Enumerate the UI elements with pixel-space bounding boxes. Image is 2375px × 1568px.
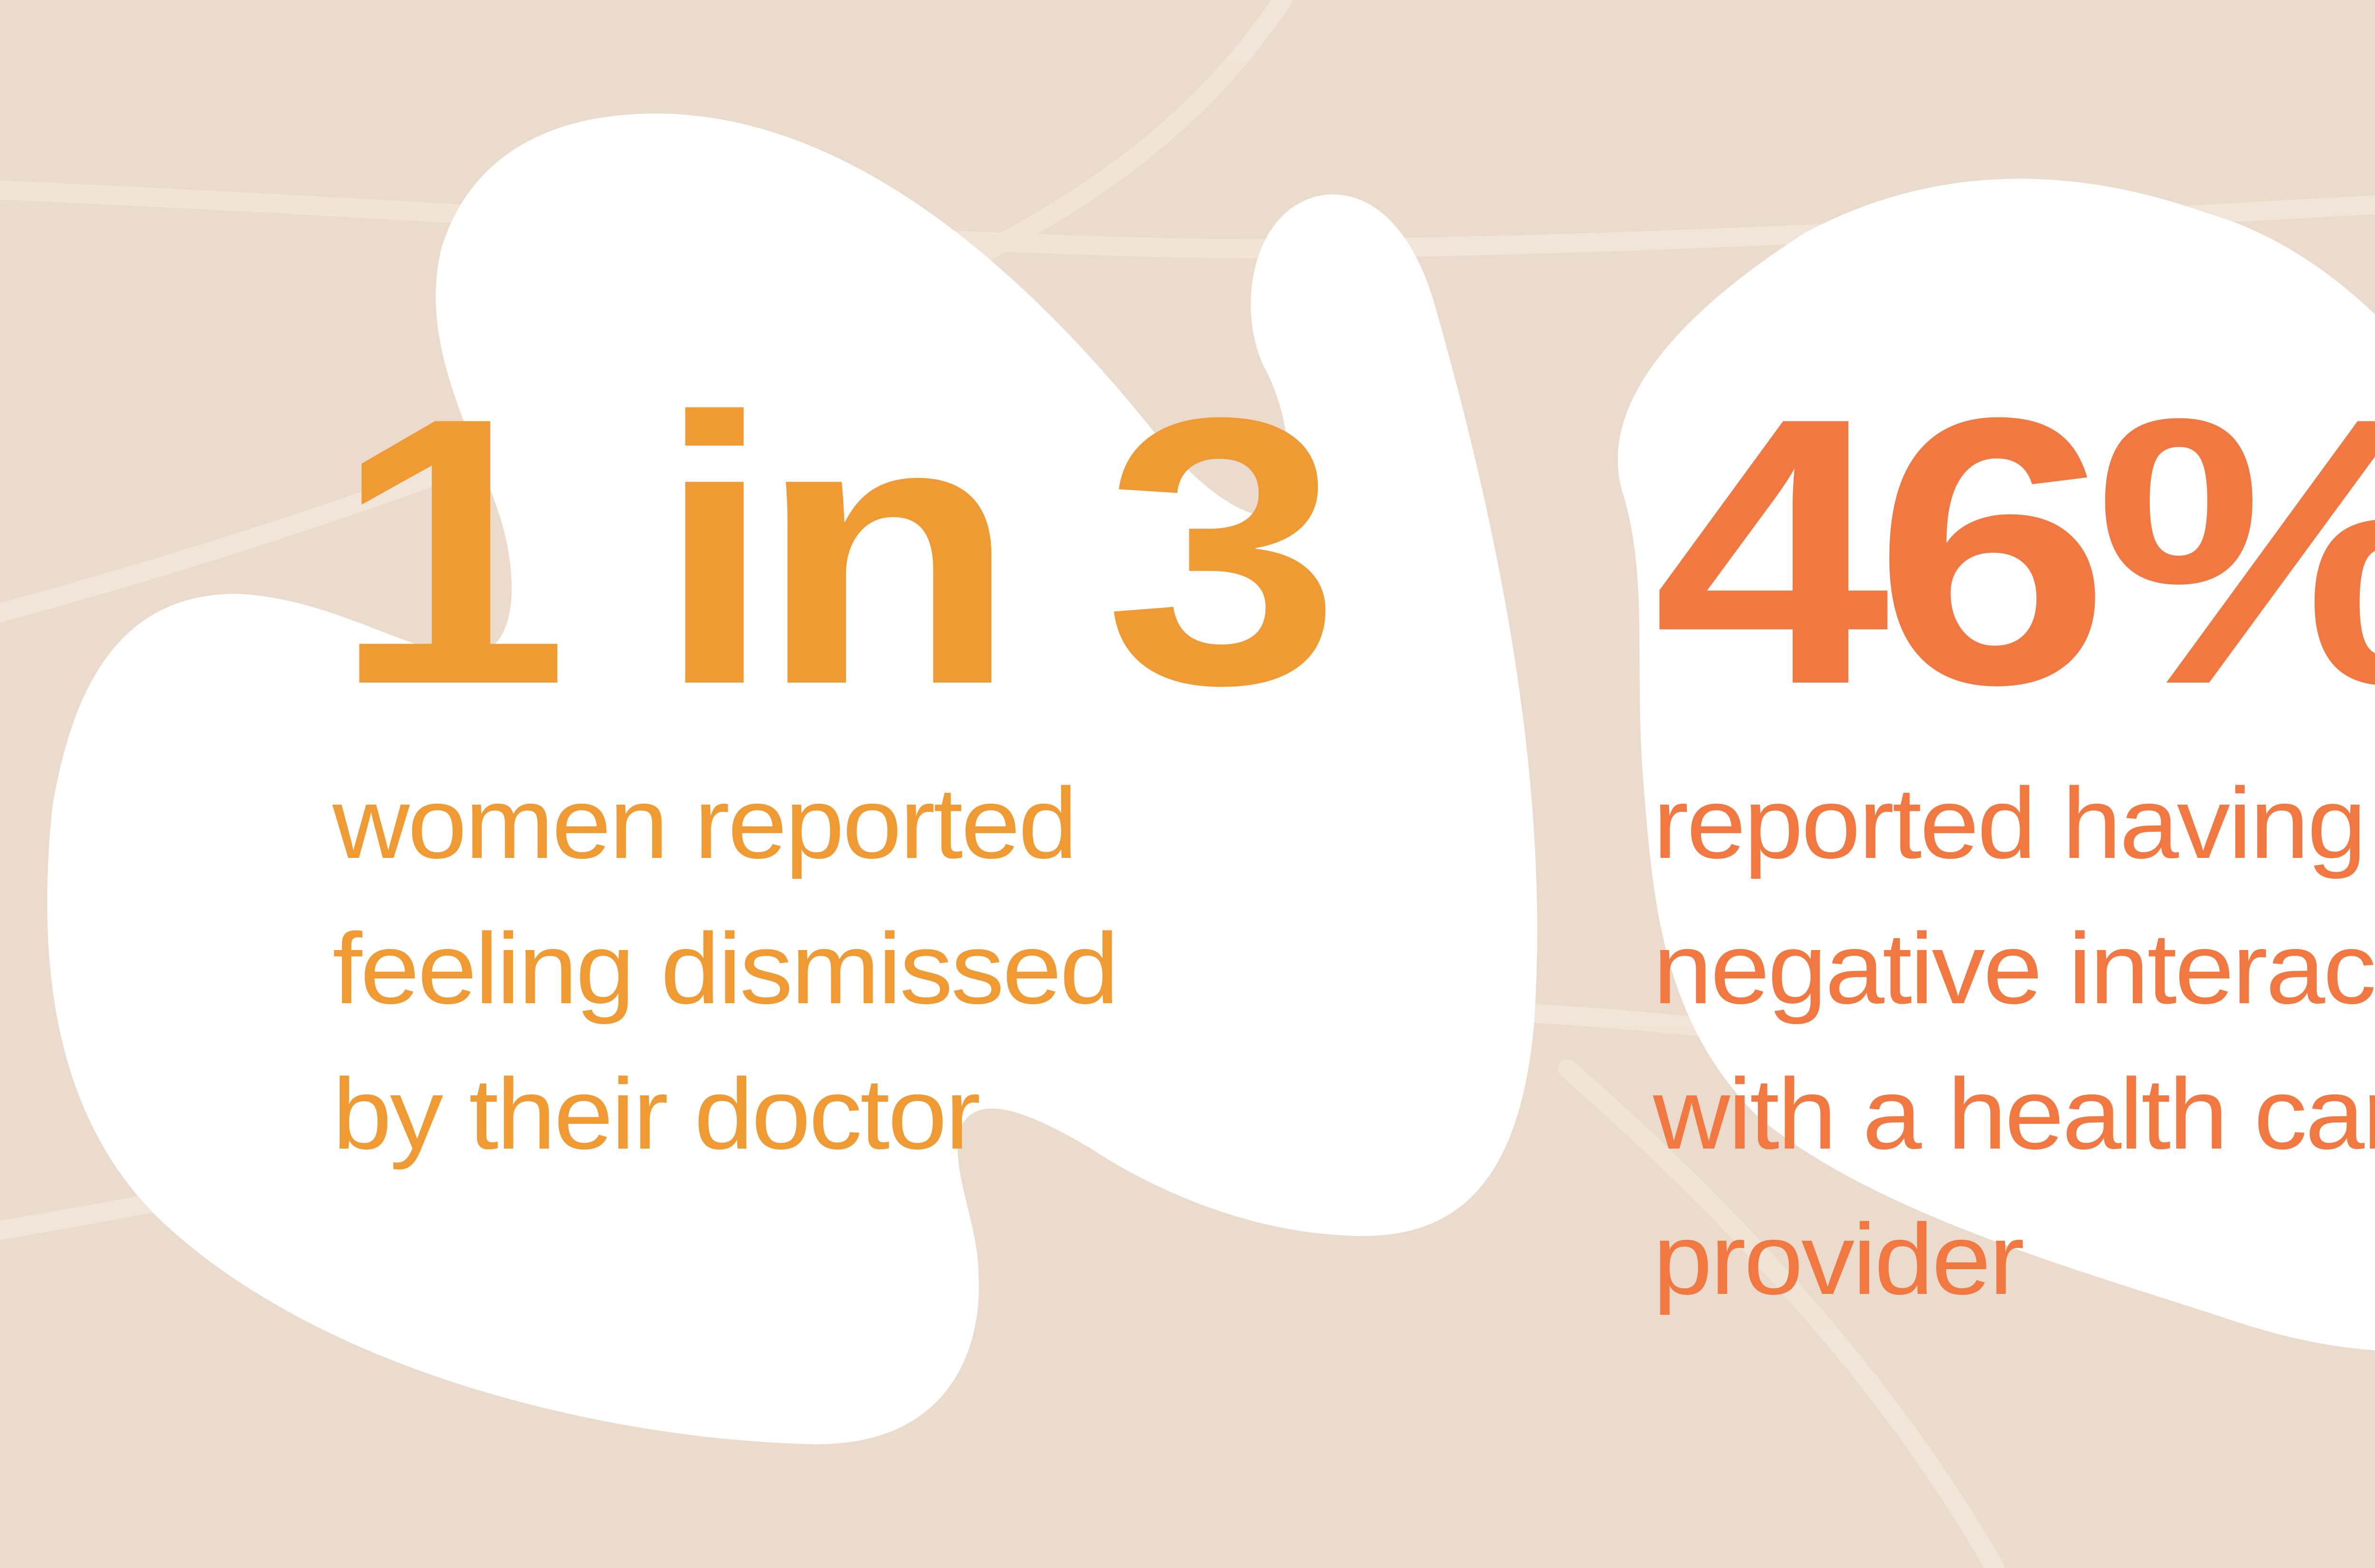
stat-card-negative-interaction: 46% reported having a negative interacti… — [1653, 361, 2375, 1332]
blob-2 — [1617, 179, 2375, 1350]
stat-description: women reported feeling dismissed by thei… — [332, 767, 1119, 1170]
stat-card-women-dismissed: 1 in 3 women reported feeling dismissed … — [332, 361, 1341, 1187]
blob-1 — [47, 114, 1538, 1444]
stat-value: 1 in 3 — [332, 339, 1341, 763]
stat-value: 46% — [1653, 339, 2375, 763]
stat-description: reported having a negative interaction w… — [1653, 767, 2375, 1315]
